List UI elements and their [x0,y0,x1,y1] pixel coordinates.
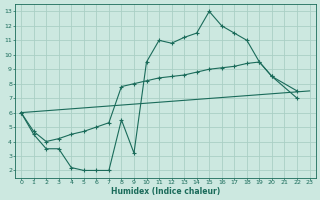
X-axis label: Humidex (Indice chaleur): Humidex (Indice chaleur) [111,187,220,196]
